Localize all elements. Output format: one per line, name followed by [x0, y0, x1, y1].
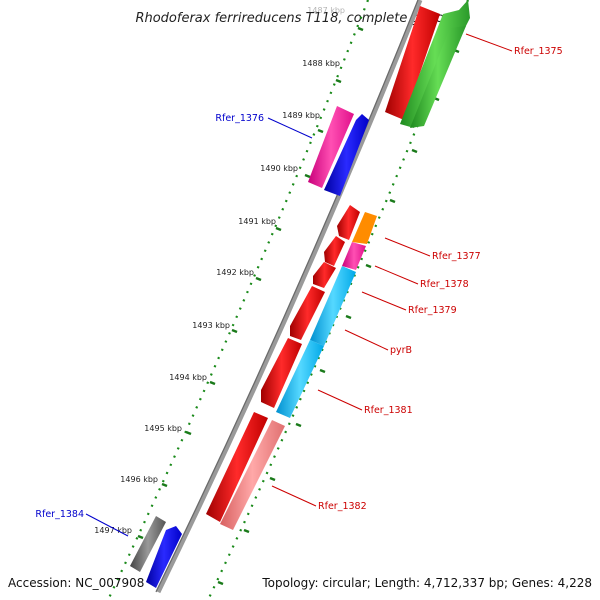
topology-text: Topology: circular; Length: 4,712,337 bp…	[261, 576, 592, 590]
gene-label-rfer-1376[interactable]: Rfer_1376	[215, 113, 264, 124]
gene-label-rfer-1378[interactable]: Rfer_1378	[420, 279, 469, 290]
callout-rfer-1382	[271, 485, 317, 507]
gene-label-rfer-1379[interactable]: Rfer_1379	[408, 305, 457, 316]
gene-red-3[interactable]	[313, 262, 336, 288]
gene-label-rfer-1382[interactable]: Rfer_1382	[318, 501, 367, 512]
scale-ticks-right	[217, 48, 460, 586]
scale-ticks-left	[137, 26, 364, 540]
kbp-label-1490: 1490 kbp	[260, 164, 298, 173]
genome-axis-shade	[155, 0, 419, 593]
gene-rfer-1381[interactable]	[206, 412, 268, 522]
gene-label-rfer-1384[interactable]: Rfer_1384	[35, 509, 84, 520]
gene-rfer-1384-gray[interactable]	[130, 516, 166, 572]
gene-rfer-1376[interactable]	[324, 114, 369, 196]
gene-rfer-1379[interactable]	[310, 266, 356, 346]
gene-rfer-1384[interactable]	[146, 526, 182, 588]
kbp-label-1493: 1493 kbp	[192, 321, 230, 330]
gene-rfer-1382[interactable]	[220, 420, 285, 530]
callout-rfer-1375	[465, 33, 513, 52]
gene-green-2[interactable]	[410, 26, 466, 128]
callout-rfer-1377	[384, 237, 431, 257]
callout-rfer-1381	[317, 389, 363, 411]
gene-red-5[interactable]	[261, 338, 302, 408]
gene-label-rfer-1375[interactable]: Rfer_1375	[514, 46, 563, 57]
kbp-label-1497: 1497 kbp	[94, 526, 132, 535]
gene-pyrb[interactable]	[276, 340, 324, 418]
kbp-label-1491: 1491 kbp	[238, 217, 276, 226]
kbp-label-1492: 1492 kbp	[216, 268, 254, 277]
callout-rfer-1379	[361, 291, 407, 311]
kbp-label-1487: 1487 kbp	[307, 6, 345, 15]
gene-red-4[interactable]	[290, 286, 325, 340]
callout-pyrb	[344, 329, 389, 351]
gene-red-2[interactable]	[324, 236, 345, 266]
map-title: Rhodoferax ferrireducens T118, complete …	[135, 11, 464, 26]
gene-label-rfer-1381[interactable]: Rfer_1381	[364, 405, 413, 416]
kbp-label-1489: 1489 kbp	[282, 111, 320, 120]
kbp-label-1496: 1496 kbp	[120, 475, 158, 484]
gene-rfer-1375[interactable]	[385, 6, 440, 120]
kbp-label-1495: 1495 kbp	[144, 424, 182, 433]
gene-label-rfer-1377[interactable]: Rfer_1377	[432, 251, 481, 262]
genome-axis	[155, 0, 423, 594]
gene-label-pyrb[interactable]: pyrB	[390, 345, 412, 356]
kbp-label-1494: 1494 kbp	[169, 373, 207, 382]
callout-rfer-1378	[374, 265, 419, 285]
callout-rfer-1384	[85, 513, 129, 537]
gene-rfer-1378[interactable]	[342, 242, 366, 270]
accession-text: Accession: NC_007908	[8, 576, 144, 590]
gene-rfer-1377[interactable]	[352, 212, 377, 244]
gene-red-1[interactable]	[337, 205, 360, 240]
kbp-label-1488: 1488 kbp	[302, 59, 340, 68]
gene-rfer-1376-magenta[interactable]	[308, 106, 354, 188]
callout-rfer-1376	[267, 117, 313, 139]
scale-dotted-left	[107, 0, 370, 600]
